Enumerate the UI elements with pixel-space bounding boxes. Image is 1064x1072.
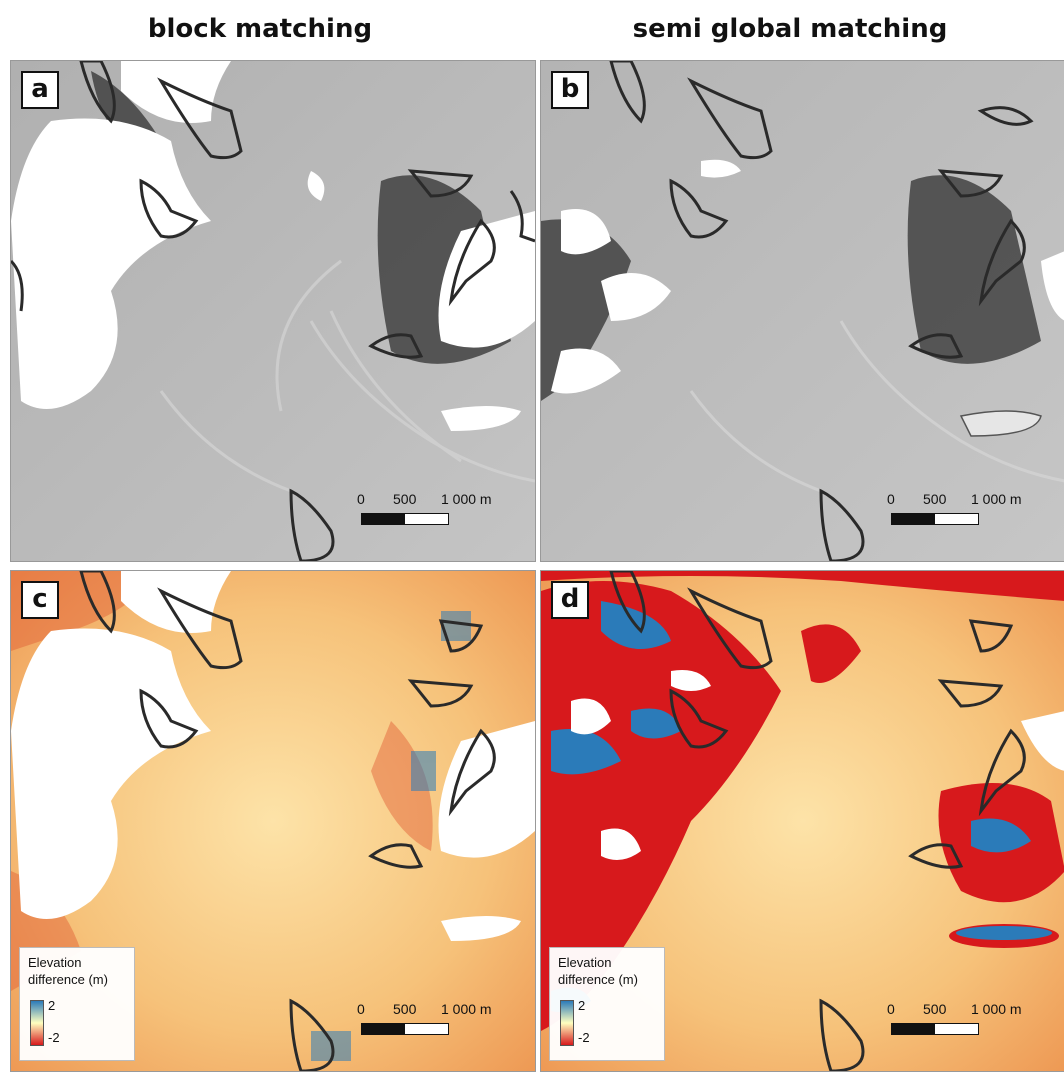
panel-a-hillshade: a 0 500 1 000 m <box>10 60 536 562</box>
scale-bar: 0 500 1 000 m <box>357 1001 507 1041</box>
panel-label: c <box>21 581 59 619</box>
scale-tick-500: 500 <box>393 1001 417 1017</box>
scale-tick-0: 0 <box>357 1001 365 1017</box>
column-title-semi-global-matching: semi global matching <box>632 14 948 44</box>
elevation-legend: Elevation difference (m) 2 -2 <box>549 947 665 1061</box>
scale-bar-graphic <box>891 1023 979 1035</box>
scale-tick-500: 500 <box>923 1001 947 1017</box>
legend-title: Elevation difference (m) <box>28 955 108 987</box>
panel-b-map <box>541 61 1064 561</box>
scale-bar-graphic <box>361 513 449 525</box>
legend-title: Elevation difference (m) <box>558 955 638 987</box>
column-title-block-matching: block matching <box>147 14 373 44</box>
panel-c-elevation-difference: c Elevation difference (m) 2 -2 0 500 1 … <box>10 570 536 1072</box>
panel-label: d <box>551 581 589 619</box>
panel-b-hillshade: b 0 500 1 000 m <box>540 60 1064 562</box>
scale-tick-500: 500 <box>923 491 947 507</box>
scale-bar: 0 500 1 000 m <box>887 491 1037 531</box>
scale-tick-1000: 1 000 m <box>971 491 1022 507</box>
legend-color-ramp <box>560 1000 574 1046</box>
scale-tick-1000: 1 000 m <box>441 491 492 507</box>
legend-max-label: 2 <box>48 998 56 1013</box>
scale-tick-0: 0 <box>887 1001 895 1017</box>
panel-d-elevation-difference: d Elevation difference (m) 2 -2 0 500 1 … <box>540 570 1064 1072</box>
legend-max-label: 2 <box>578 998 586 1013</box>
scale-bar-graphic <box>361 1023 449 1035</box>
scale-bar: 0 500 1 000 m <box>887 1001 1037 1041</box>
panel-a-map <box>11 61 535 561</box>
scale-bar: 0 500 1 000 m <box>357 491 507 531</box>
scale-tick-0: 0 <box>357 491 365 507</box>
scale-tick-1000: 1 000 m <box>441 1001 492 1017</box>
panel-label: b <box>551 71 589 109</box>
scale-tick-1000: 1 000 m <box>971 1001 1022 1017</box>
legend-min-label: -2 <box>48 1030 60 1045</box>
legend-color-ramp <box>30 1000 44 1046</box>
legend-min-label: -2 <box>578 1030 590 1045</box>
scale-tick-500: 500 <box>393 491 417 507</box>
elevation-legend: Elevation difference (m) 2 -2 <box>19 947 135 1061</box>
scale-bar-graphic <box>891 513 979 525</box>
panel-label: a <box>21 71 59 109</box>
scale-tick-0: 0 <box>887 491 895 507</box>
